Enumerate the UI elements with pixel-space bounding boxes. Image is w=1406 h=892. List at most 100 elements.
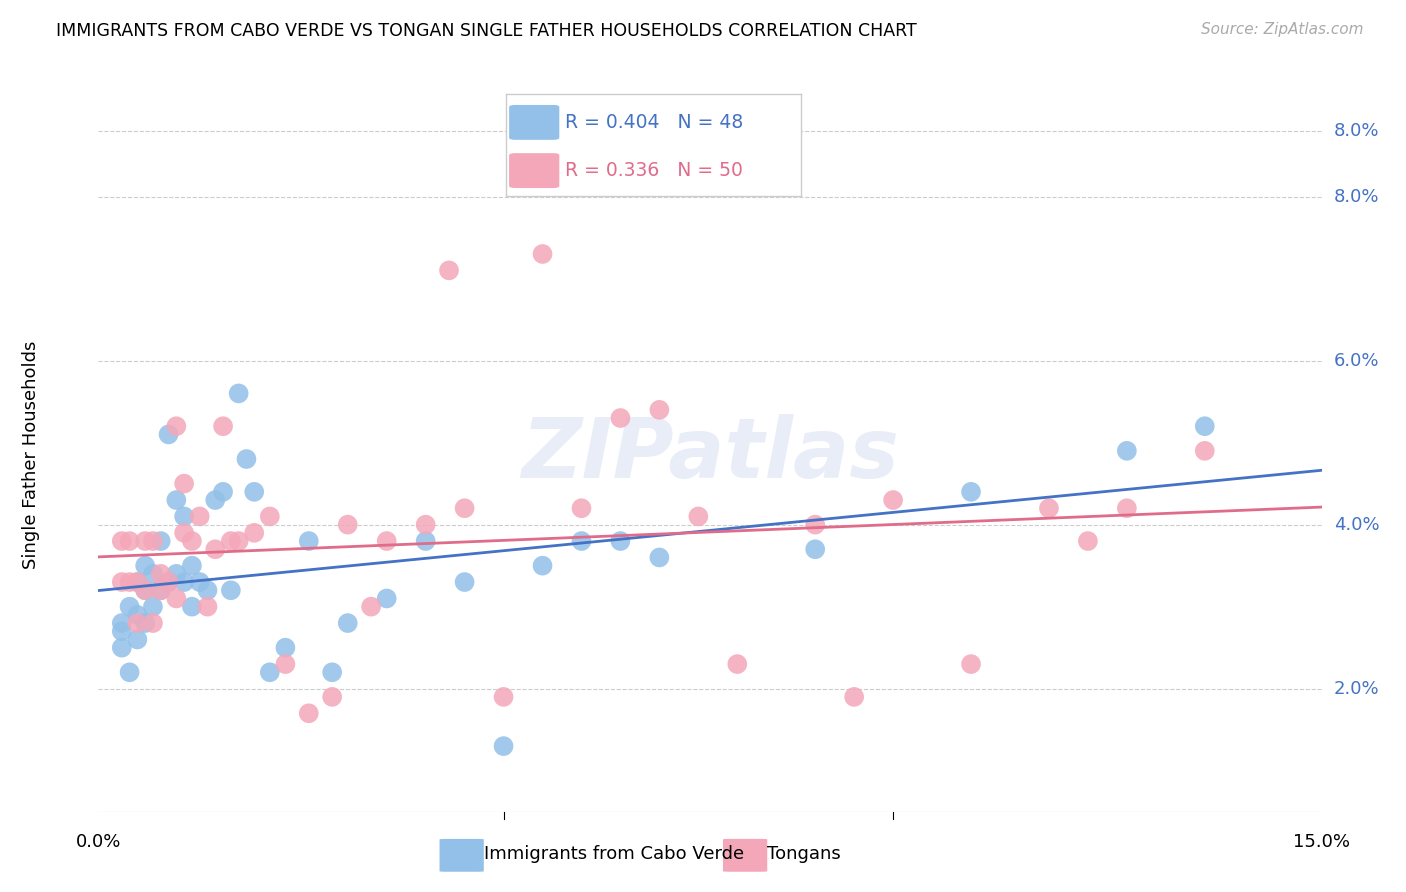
Point	[531, 558, 554, 573]
Point	[492, 690, 515, 704]
Point	[1038, 501, 1060, 516]
Text: R = 0.336   N = 50: R = 0.336 N = 50	[565, 161, 744, 180]
Point	[118, 665, 141, 680]
Point	[1077, 534, 1099, 549]
Point	[127, 616, 149, 631]
Point	[111, 624, 134, 639]
Point	[298, 534, 321, 549]
Point	[180, 534, 202, 549]
Point	[243, 525, 266, 540]
Point	[235, 452, 257, 467]
Point	[360, 599, 382, 614]
Point	[197, 583, 219, 598]
Point	[960, 484, 983, 499]
Point	[173, 575, 195, 590]
Point	[298, 706, 321, 721]
Text: IMMIGRANTS FROM CABO VERDE VS TONGAN SINGLE FATHER HOUSEHOLDS CORRELATION CHART: IMMIGRANTS FROM CABO VERDE VS TONGAN SIN…	[56, 22, 917, 40]
Point	[415, 517, 437, 532]
Point	[142, 616, 165, 631]
Point	[844, 690, 866, 704]
Point	[180, 599, 202, 614]
Point	[127, 632, 149, 647]
Point	[134, 534, 156, 549]
Point	[212, 419, 235, 434]
Point	[165, 566, 187, 581]
Point	[127, 575, 149, 590]
Point	[1115, 443, 1137, 458]
Point	[142, 599, 165, 614]
Point	[725, 657, 748, 671]
Point	[111, 616, 134, 631]
Text: 15.0%: 15.0%	[1294, 833, 1350, 851]
Point	[219, 534, 242, 549]
Text: 0.0%: 0.0%	[76, 833, 121, 851]
Point	[149, 583, 172, 598]
Point	[321, 665, 343, 680]
Point	[960, 657, 983, 671]
Point	[609, 411, 631, 425]
Point	[127, 607, 149, 622]
Point	[243, 484, 266, 499]
Point	[882, 493, 904, 508]
Point	[492, 739, 515, 753]
Point	[118, 534, 141, 549]
Point	[149, 566, 172, 581]
Point	[259, 509, 281, 524]
Point	[134, 583, 156, 598]
Text: R = 0.404   N = 48: R = 0.404 N = 48	[565, 113, 744, 132]
Point	[157, 575, 180, 590]
Text: Tongans: Tongans	[768, 845, 841, 863]
Point	[259, 665, 281, 680]
Point	[219, 583, 242, 598]
Point	[212, 484, 235, 499]
Point	[453, 575, 475, 590]
Point	[165, 591, 187, 606]
Point	[804, 542, 827, 557]
Text: 2.0%: 2.0%	[1334, 680, 1379, 698]
Point	[228, 386, 250, 401]
Point	[157, 575, 180, 590]
Point	[134, 616, 156, 631]
Point	[1194, 443, 1216, 458]
Point	[173, 509, 195, 524]
Point	[204, 542, 226, 557]
Text: 8.0%: 8.0%	[1334, 122, 1379, 140]
Point	[111, 640, 134, 655]
Point	[1115, 501, 1137, 516]
Point	[571, 501, 593, 516]
Point	[149, 534, 172, 549]
Point	[173, 525, 195, 540]
Point	[111, 575, 134, 590]
Point	[142, 534, 165, 549]
Point	[375, 534, 398, 549]
Point	[134, 583, 156, 598]
Point	[118, 599, 141, 614]
Point	[648, 550, 671, 565]
Point	[180, 558, 202, 573]
FancyBboxPatch shape	[723, 838, 768, 871]
Text: 8.0%: 8.0%	[1334, 187, 1379, 205]
Point	[188, 509, 211, 524]
FancyBboxPatch shape	[509, 153, 560, 188]
Point	[274, 640, 297, 655]
Point	[204, 493, 226, 508]
Point	[804, 517, 827, 532]
Point	[228, 534, 250, 549]
Point	[197, 599, 219, 614]
Point	[571, 534, 593, 549]
Point	[134, 558, 156, 573]
Point	[274, 657, 297, 671]
Point	[165, 493, 187, 508]
Point	[127, 575, 149, 590]
Point	[415, 534, 437, 549]
Point	[336, 616, 359, 631]
Point	[609, 534, 631, 549]
Point	[149, 583, 172, 598]
Text: 4.0%: 4.0%	[1334, 516, 1379, 533]
Point	[688, 509, 710, 524]
Point	[1194, 419, 1216, 434]
Point	[321, 690, 343, 704]
FancyBboxPatch shape	[509, 105, 560, 140]
Text: Single Father Households: Single Father Households	[22, 341, 41, 569]
Text: ZIPatlas: ZIPatlas	[522, 415, 898, 495]
